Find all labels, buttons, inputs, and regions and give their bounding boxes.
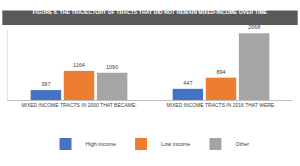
svg-text:447: 447 [183,80,192,86]
svg-text:MIXED INCOME TRACTS IN 2000 TH: MIXED INCOME TRACTS IN 2000 THAT BECAME: [21,102,136,108]
svg-text:Other: Other [235,141,249,147]
svg-text:MIXED INCOME TRACTS IN 2016 TH: MIXED INCOME TRACTS IN 2016 THAT WERE: [166,102,275,108]
svg-text:Low income: Low income [161,141,190,147]
svg-text:FIGURE 6. THE TRAJECTORY OF TR: FIGURE 6. THE TRAJECTORY OF TRACTS THAT … [33,9,268,15]
svg-text:1164: 1164 [73,62,85,68]
svg-text:High income: High income [86,141,117,147]
svg-text:1090: 1090 [106,64,118,70]
svg-text:894: 894 [216,69,225,75]
svg-text:2668: 2668 [248,24,260,30]
svg-text:397: 397 [41,81,50,87]
